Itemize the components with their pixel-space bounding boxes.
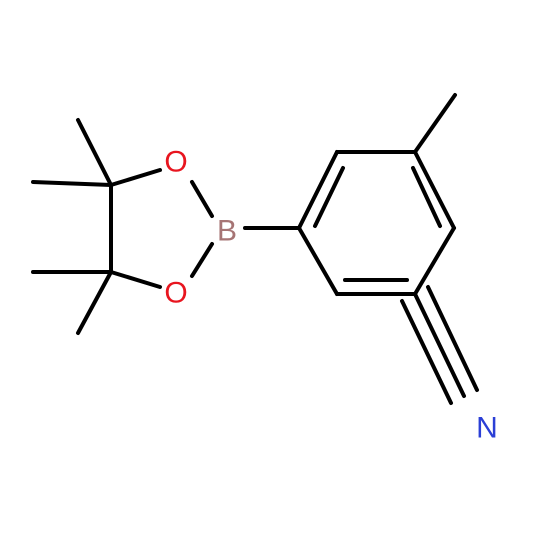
bond bbox=[400, 299, 453, 405]
double-bond-inner bbox=[313, 166, 345, 228]
bond bbox=[413, 292, 466, 398]
atom-label: O bbox=[164, 277, 187, 310]
bond bbox=[31, 180, 113, 187]
bond bbox=[109, 168, 162, 187]
bond bbox=[76, 118, 113, 187]
bond bbox=[413, 226, 456, 296]
bond bbox=[426, 285, 479, 392]
atom-label: N bbox=[476, 412, 498, 445]
bond bbox=[413, 93, 457, 154]
bonds bbox=[31, 93, 479, 405]
bond bbox=[76, 270, 113, 335]
bond bbox=[413, 150, 456, 230]
bond bbox=[297, 226, 339, 296]
atom-label: O bbox=[164, 146, 187, 179]
atom-label: B bbox=[217, 215, 237, 248]
double-bond-inner bbox=[411, 166, 442, 228]
bond bbox=[190, 242, 214, 278]
bond bbox=[297, 150, 339, 230]
bond bbox=[190, 180, 214, 218]
bond bbox=[109, 270, 162, 289]
